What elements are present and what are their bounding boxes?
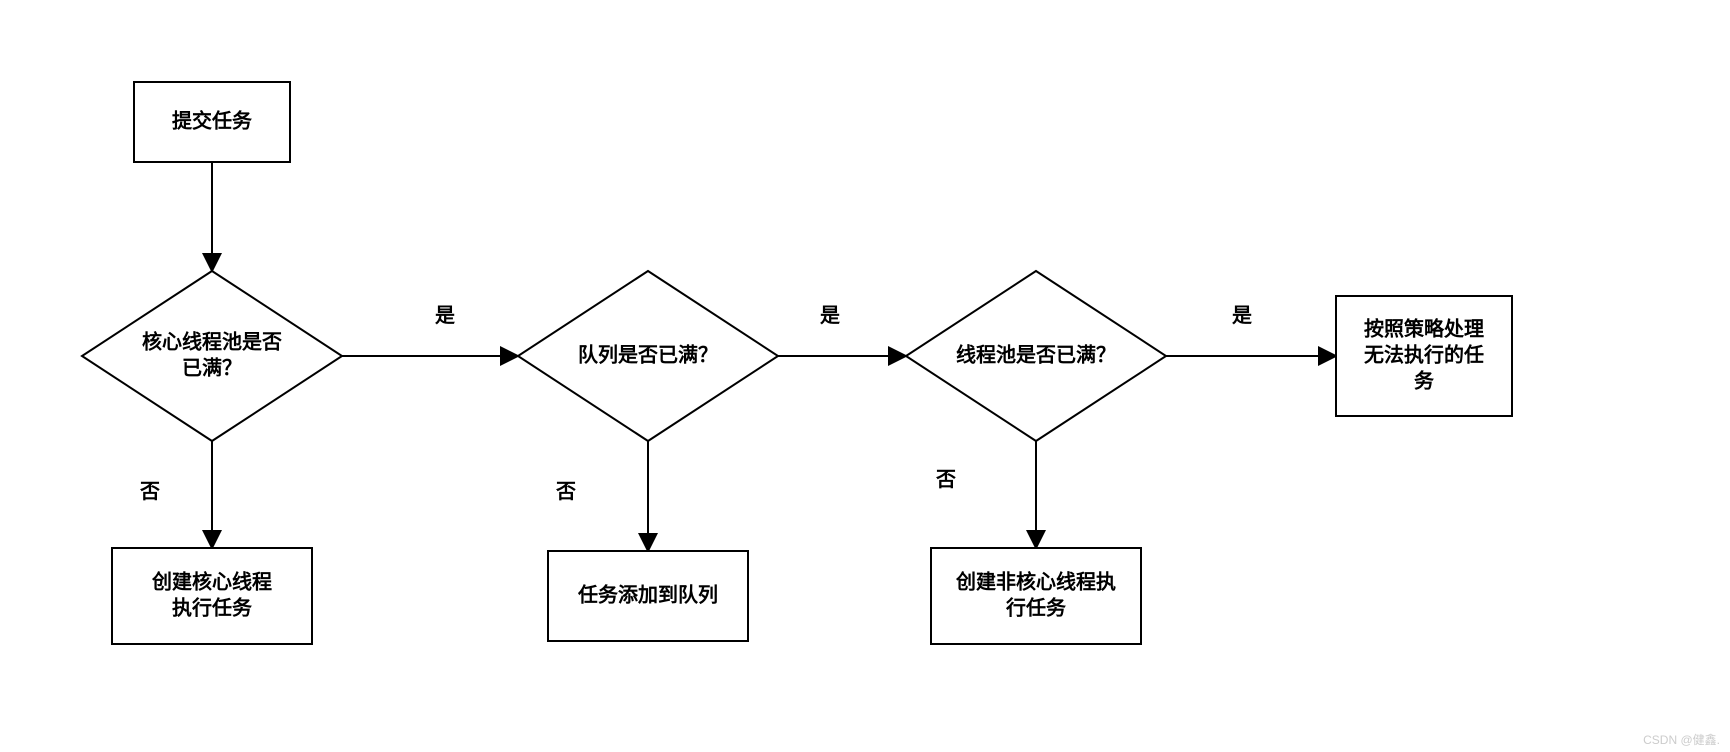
- node-n2: 核心线程池是否已满？: [82, 271, 342, 441]
- edge-label-n2-n4: 是: [434, 304, 455, 327]
- node-n5: 任务添加到队列: [548, 551, 748, 641]
- node-n7: 创建非核心线程执行任务: [931, 548, 1141, 644]
- node-label-n8-2: 务: [1414, 368, 1435, 392]
- node-label-n7-0: 创建非核心线程执: [955, 569, 1116, 593]
- node-label-n3-1: 执行任务: [172, 595, 253, 619]
- node-label-n4-0: 队列是否已满？: [578, 342, 718, 366]
- edge-label-n4-n6: 是: [819, 304, 840, 327]
- node-label-n7-1: 行任务: [1005, 595, 1067, 619]
- node-label-n6-0: 线程池是否已满？: [956, 342, 1116, 366]
- flowchart-canvas: 否 是否 是否 是 提交任务核心线程池是否已满？ 创建核心线程执行任务 队列是否已满？ 任务添…: [0, 0, 1730, 752]
- node-label-n2-1: 已满？: [182, 355, 242, 379]
- node-label-n2-0: 核心线程池是否: [142, 329, 282, 353]
- watermark: CSDN @健鑫.: [1643, 732, 1720, 747]
- edge-label-n6-n8: 是: [1231, 304, 1252, 327]
- node-label-n8-1: 无法执行的任: [1364, 342, 1484, 366]
- node-n6: 线程池是否已满？: [906, 271, 1166, 441]
- edge-label-n6-n7: 否: [935, 469, 956, 491]
- node-label-n5-0: 任务添加到队列: [577, 582, 718, 606]
- node-n1: 提交任务: [134, 82, 290, 162]
- node-label-n8-0: 按照策略处理: [1364, 316, 1484, 340]
- node-label-n1-0: 提交任务: [172, 108, 253, 132]
- node-n4: 队列是否已满？: [518, 271, 778, 441]
- node-n8: 按照策略处理无法执行的任务: [1336, 296, 1512, 416]
- edge-label-n2-n3: 否: [139, 481, 160, 503]
- node-n3: 创建核心线程执行任务: [112, 548, 312, 644]
- node-label-n3-0: 创建核心线程: [151, 569, 272, 593]
- edge-label-n4-n5: 否: [555, 481, 576, 503]
